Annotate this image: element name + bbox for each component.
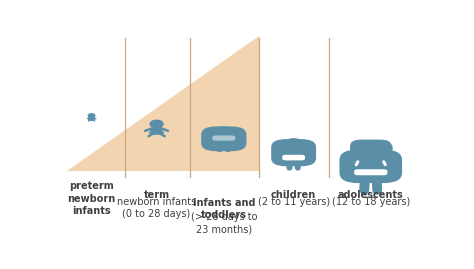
Ellipse shape [150, 131, 164, 134]
Circle shape [357, 147, 384, 162]
Circle shape [284, 139, 303, 150]
FancyBboxPatch shape [350, 140, 392, 156]
Text: preterm
newborn
infants: preterm newborn infants [67, 181, 116, 216]
FancyBboxPatch shape [212, 136, 236, 141]
Text: term: term [144, 190, 170, 200]
Text: (2 to 11 years): (2 to 11 years) [257, 197, 330, 207]
FancyBboxPatch shape [354, 169, 387, 175]
Text: adolescents: adolescents [338, 190, 404, 200]
FancyBboxPatch shape [282, 155, 305, 160]
Text: (> 28 days to
23 months): (> 28 days to 23 months) [191, 212, 257, 234]
Ellipse shape [89, 117, 94, 120]
FancyBboxPatch shape [271, 139, 316, 166]
Text: (12 to 18 years): (12 to 18 years) [332, 197, 410, 207]
Polygon shape [66, 36, 259, 171]
FancyBboxPatch shape [201, 126, 246, 151]
Ellipse shape [89, 119, 95, 121]
FancyBboxPatch shape [339, 150, 402, 183]
Circle shape [88, 114, 95, 118]
Text: newborn infants
(0 to 28 days): newborn infants (0 to 28 days) [117, 197, 196, 219]
FancyBboxPatch shape [353, 143, 392, 154]
Circle shape [216, 127, 232, 136]
Text: children: children [271, 190, 316, 200]
Ellipse shape [151, 127, 162, 132]
Text: infants and
toddlers: infants and toddlers [192, 198, 255, 220]
Circle shape [150, 120, 163, 128]
